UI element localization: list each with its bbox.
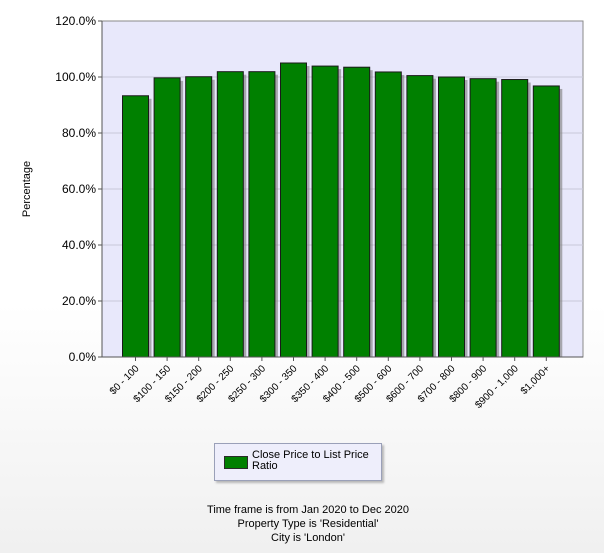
bars — [122, 62, 563, 358]
y-tick-label: 20.0% — [62, 294, 96, 308]
y-axis-ticks: 0.0% 20.0% 40.0% 60.0% 80.0% 100.0% 120.0% — [55, 14, 102, 364]
legend: Close Price to List Price Ratio — [214, 443, 382, 481]
footer-property-type: Property Type is 'Residential' — [237, 518, 379, 530]
x-axis-ticks: $0 - 100$100 - 150$150 - 200$200 - 250$2… — [108, 357, 553, 411]
bar — [374, 71, 402, 358]
y-tick-label: 0.0% — [69, 350, 97, 364]
bar — [406, 75, 434, 358]
bar — [185, 76, 213, 358]
y-tick-label: 80.0% — [62, 126, 96, 140]
y-axis-label: Percentage — [21, 161, 33, 217]
bar — [280, 62, 307, 358]
bar — [501, 79, 529, 358]
bar — [469, 78, 497, 358]
bar — [153, 77, 181, 358]
bar — [532, 85, 560, 358]
y-tick-label: 120.0% — [55, 14, 96, 28]
legend-swatch — [224, 456, 248, 469]
y-tick-label: 100.0% — [55, 70, 96, 84]
legend-label: Close Price to List Price Ratio — [252, 449, 369, 472]
y-tick-label: 40.0% — [62, 238, 96, 252]
bar — [311, 65, 339, 358]
bar — [343, 66, 371, 358]
footer-timeframe: Time frame is from Jan 2020 to Dec 2020 — [207, 504, 409, 516]
chart-footer: Time frame is from Jan 2020 to Dec 2020 … — [0, 503, 604, 545]
bar — [216, 71, 244, 358]
footer-city: City is 'London' — [271, 532, 345, 544]
x-tick-label: $1,000+ — [519, 363, 553, 397]
y-tick-label: 60.0% — [62, 182, 96, 196]
bar — [122, 95, 149, 358]
bar — [438, 76, 465, 358]
bar — [248, 71, 276, 358]
bar-chart: 0.0% 20.0% 40.0% 60.0% 80.0% 100.0% 120.0% $0 … — [21, 14, 584, 411]
